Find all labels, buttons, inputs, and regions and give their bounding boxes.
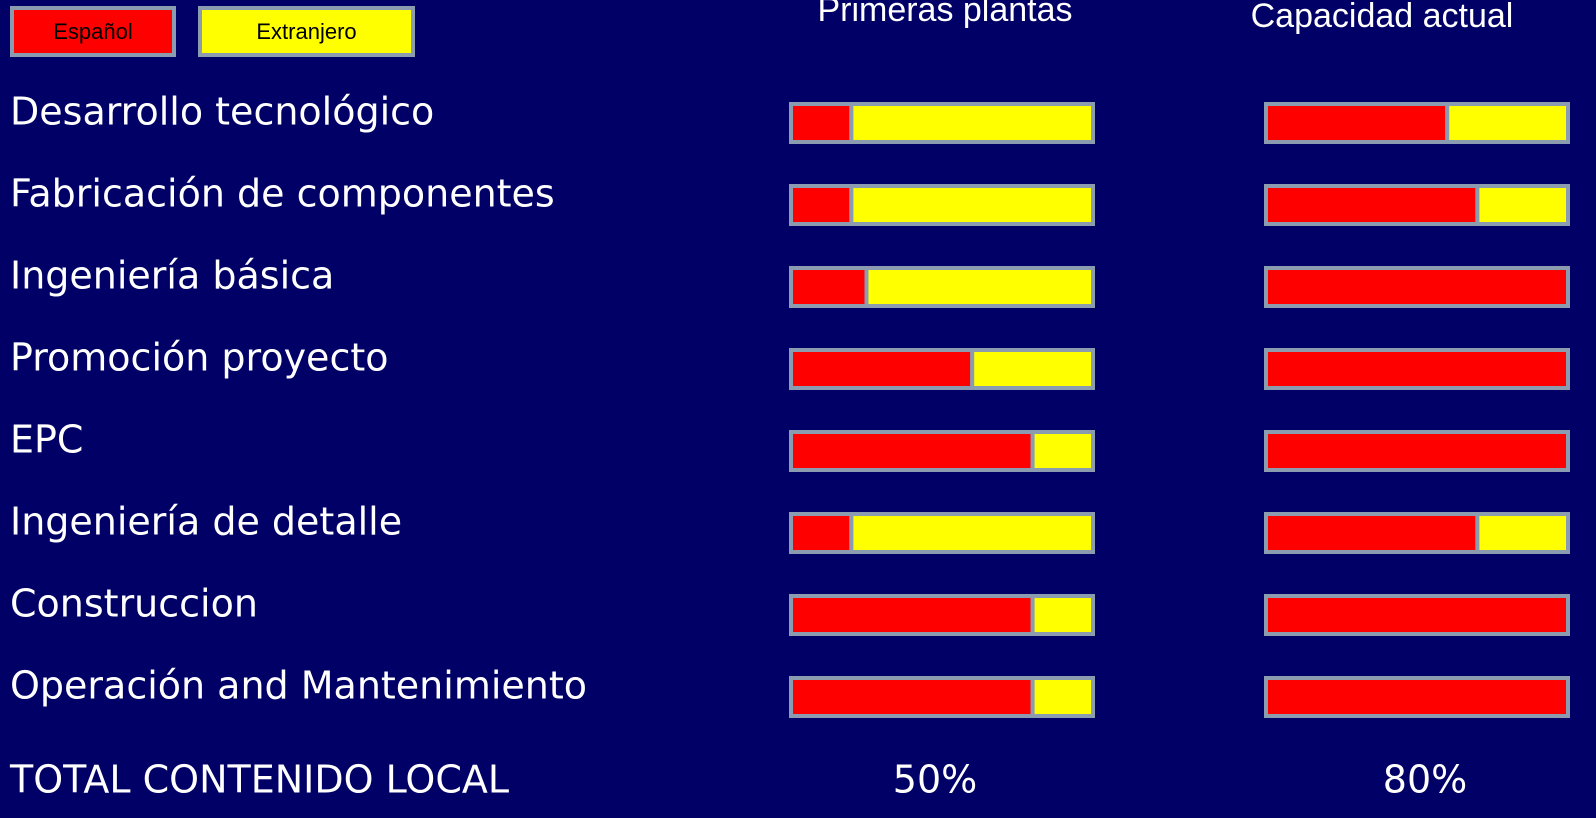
bar-segment xyxy=(864,266,1095,308)
category-label: Ingeniería de detalle xyxy=(10,500,402,544)
legend-label: Extranjero xyxy=(256,19,356,44)
bar-segment xyxy=(970,348,1096,390)
legend-swatch xyxy=(10,6,176,57)
bar-segment xyxy=(1264,348,1570,390)
bar-segment xyxy=(789,102,854,144)
bar-segment xyxy=(1030,430,1095,472)
panel-title: Capacidad actual xyxy=(1251,0,1514,35)
bar-segment xyxy=(789,184,854,226)
category-label: EPC xyxy=(10,418,83,462)
bar-segment xyxy=(789,594,1035,636)
total-value: 80% xyxy=(1383,758,1467,802)
bar-segment xyxy=(1030,594,1095,636)
bar-segment xyxy=(849,184,1096,226)
category-label: Promoción proyecto xyxy=(10,336,388,380)
category-label: Desarrollo tecnológico xyxy=(10,90,434,134)
category-label: Operación and Mantenimiento xyxy=(10,664,587,708)
bar-segment xyxy=(1445,102,1570,144)
total-title: TOTAL CONTENIDO LOCAL xyxy=(9,758,509,802)
category-label: Construccion xyxy=(10,582,258,626)
bar-segment xyxy=(1264,594,1570,636)
bar-segment xyxy=(1475,184,1571,226)
bar-segment xyxy=(789,676,1035,718)
legend-swatch xyxy=(198,6,415,57)
bar-segment xyxy=(1264,676,1570,718)
bar-segment xyxy=(1264,102,1450,144)
bar-segment xyxy=(789,348,975,390)
bar-segment xyxy=(789,266,869,308)
category-label: Ingeniería básica xyxy=(10,254,334,298)
panel-title: Primeras plantas xyxy=(817,0,1072,29)
legend-label: Español xyxy=(53,19,133,44)
bar-segment xyxy=(1030,676,1095,718)
total-value: 50% xyxy=(893,758,977,802)
bar-segment xyxy=(789,512,854,554)
bar-segment xyxy=(849,102,1096,144)
bar-segment xyxy=(1264,266,1570,308)
bar-segment xyxy=(849,512,1096,554)
bar-segment xyxy=(1475,512,1571,554)
bar-segment xyxy=(1264,430,1570,472)
bar-segment xyxy=(789,430,1035,472)
category-label: Fabricación de componentes xyxy=(10,172,555,216)
bar-segment xyxy=(1264,184,1480,226)
bar-segment xyxy=(1264,512,1480,554)
